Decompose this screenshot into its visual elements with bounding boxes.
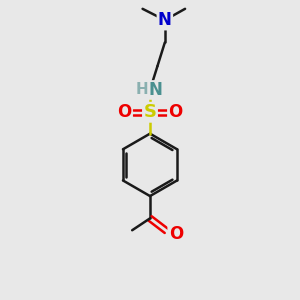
Text: O: O xyxy=(169,225,183,243)
Text: H: H xyxy=(135,82,148,98)
Text: S: S xyxy=(143,103,157,121)
Text: O: O xyxy=(117,103,132,121)
Text: N: N xyxy=(158,11,172,29)
Text: O: O xyxy=(168,103,183,121)
Text: N: N xyxy=(148,81,162,99)
